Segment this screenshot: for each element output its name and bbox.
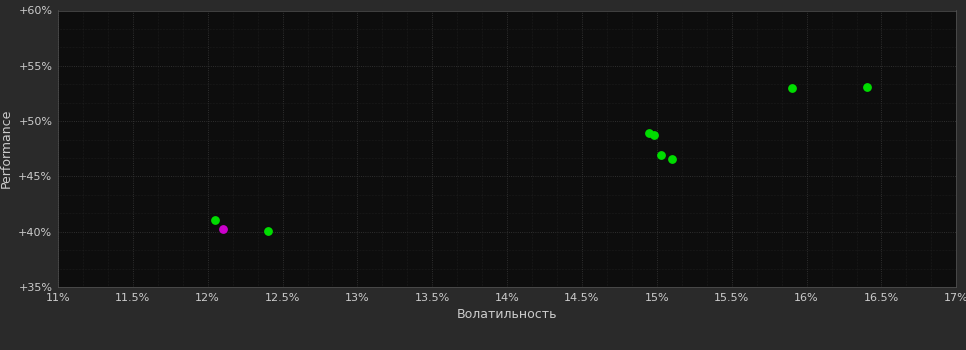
Point <box>646 133 662 138</box>
Point <box>215 227 231 232</box>
Point <box>208 217 223 222</box>
Point <box>665 156 680 161</box>
Point <box>641 131 657 136</box>
Y-axis label: Performance: Performance <box>0 109 13 188</box>
Point <box>654 153 669 158</box>
Point <box>260 228 275 233</box>
Point <box>784 85 800 91</box>
Point <box>859 84 874 90</box>
X-axis label: Волатильность: Волатильность <box>457 308 557 321</box>
